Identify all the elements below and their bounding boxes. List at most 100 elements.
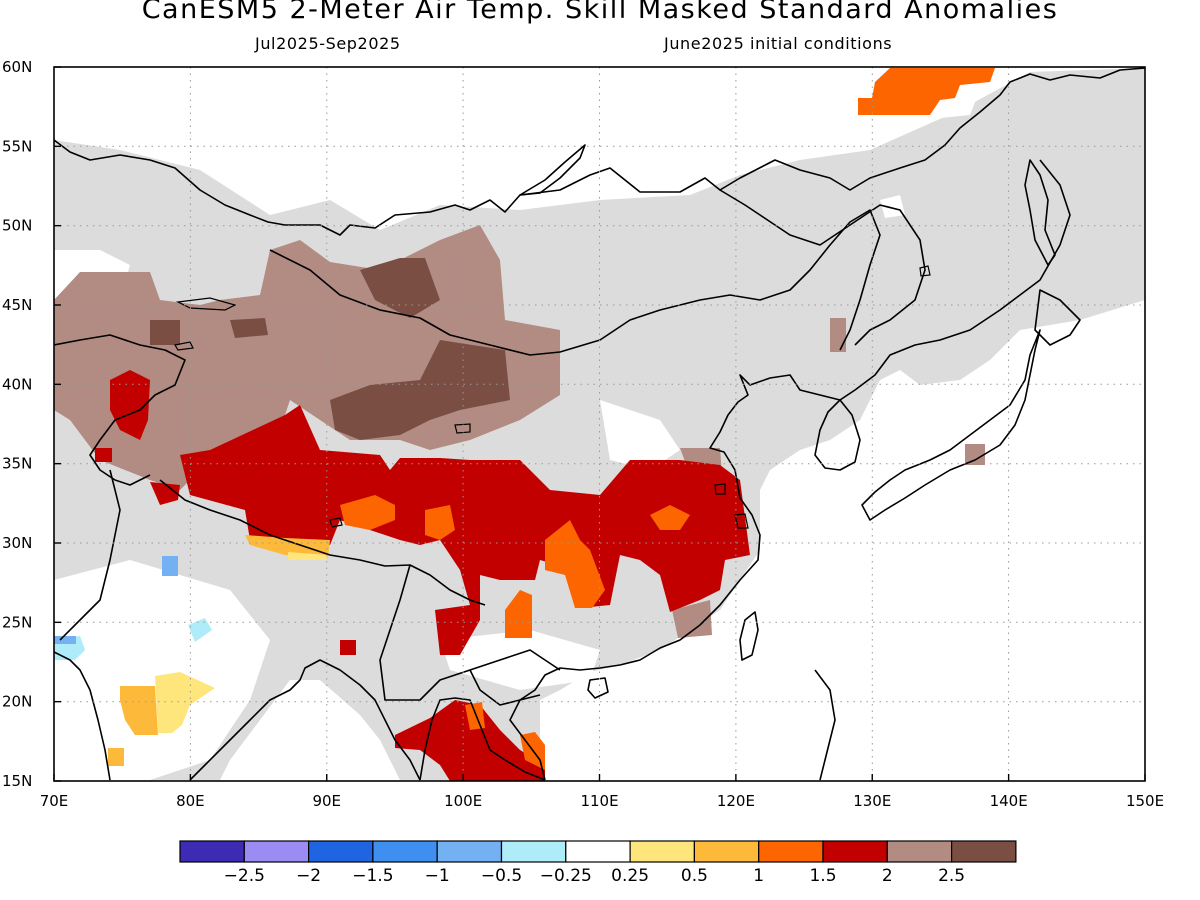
anomaly-0.5-to-1	[245, 535, 330, 558]
lon-tick-label: 80E	[176, 792, 205, 810]
anomaly-minus-0.5-to-minus-0.25	[188, 618, 212, 642]
lat-tick-label: 25N	[2, 613, 32, 631]
border-himalaya	[159, 479, 486, 606]
anomaly-1.5-to-2	[180, 405, 750, 655]
coastline-sakhalin	[1024, 159, 1056, 266]
colorbar-swatch	[436, 840, 503, 863]
colorbar-swatch	[565, 840, 631, 863]
anomaly-above-2.5	[150, 320, 180, 345]
coastline-hokkaido	[1034, 289, 1081, 346]
colorbar-label: −0.25	[540, 866, 592, 886]
anomaly-0.25-to-0.5	[155, 672, 215, 733]
coastline-indochina	[419, 697, 546, 781]
anomaly-0.25-to-0.5	[288, 552, 328, 560]
colorbar-swatch	[372, 840, 438, 863]
colorbar-swatch	[693, 840, 760, 863]
anomaly-2-to-2.5	[672, 600, 712, 638]
anomaly-1-to-1.5	[425, 505, 455, 540]
anomaly-above-2.5	[230, 318, 268, 338]
map-title: CanESM5 2-Meter Air Temp. Skill Masked S…	[141, 0, 1059, 25]
colorbar: −2.5 −2 −1.5 −1 −0.5 −0.25 0.25 0.5 1 1.5 2 2.5	[179, 840, 1017, 886]
colorbar-swatch	[758, 840, 824, 863]
colorbar-swatch	[500, 840, 567, 863]
anomaly-1.5-to-2	[340, 640, 356, 655]
colorbar-label: −0.5	[481, 866, 522, 886]
masked-land-region	[54, 68, 1145, 780]
colorbar-label: −1.5	[352, 866, 393, 886]
anomaly-above-2.5	[330, 340, 510, 440]
border-central-asia	[54, 334, 186, 486]
initial-conditions: June2025 initial conditions	[664, 34, 893, 53]
anomaly-1-to-1.5	[505, 590, 532, 638]
lake-taihu	[714, 483, 726, 495]
lat-tick-label: 40N	[2, 375, 32, 393]
near-normal-patch	[54, 560, 270, 780]
coastline-korea	[814, 399, 861, 471]
anomaly-1-to-1.5	[545, 520, 605, 608]
anomaly-1-to-1.5	[858, 68, 995, 115]
colorbar-swatch	[243, 840, 310, 863]
anomaly-0.5-to-1	[120, 686, 158, 735]
anomaly-1.5-to-2	[110, 370, 150, 440]
lon-tick-label: 150E	[1126, 792, 1164, 810]
lat-tick-label: 35N	[2, 455, 32, 473]
anomaly-above-2.5	[360, 258, 440, 318]
colorbar-label: 1	[753, 866, 764, 886]
coastline-india-west	[54, 651, 111, 781]
coastline-hainan	[587, 677, 609, 699]
anomaly-1-to-1.5	[340, 495, 395, 530]
lat-tick-label: 55N	[2, 137, 32, 155]
border-southeast-asia	[379, 564, 561, 701]
colorbar-label: 2	[882, 866, 893, 886]
lon-tick-label: 100E	[444, 792, 482, 810]
lake-issyk-kul	[174, 341, 194, 351]
lat-tick-label: 50N	[2, 217, 32, 235]
lake-siling	[329, 517, 343, 528]
border-china-russia	[719, 189, 926, 346]
lakes	[174, 265, 931, 529]
lat-tick-label: 60N	[2, 58, 32, 76]
anomaly-2-to-2.5	[830, 318, 846, 352]
colorbar-label: 0.25	[611, 866, 649, 886]
lon-tick-label: 90E	[312, 792, 341, 810]
colorbar-swatch	[308, 840, 374, 863]
colorbar-swatch	[950, 840, 1017, 863]
coastline-east-china	[509, 159, 1071, 781]
lon-tick-label: 70E	[40, 792, 69, 810]
anomaly-1-to-1.5	[650, 505, 690, 530]
lake-poyang	[734, 513, 749, 529]
colorbar-label: 0.5	[681, 866, 708, 886]
lat-tick-label: 45N	[2, 296, 32, 314]
lat-tick-label: 20N	[2, 693, 32, 711]
lon-tick-label: 110E	[580, 792, 618, 810]
lake-balkhash	[175, 297, 237, 311]
lon-tick-label: 130E	[853, 792, 891, 810]
coastline-philippines	[814, 669, 836, 781]
colorbar-label: −2.5	[224, 866, 265, 886]
forecast-period: Jul2025-Sep2025	[255, 34, 401, 53]
colorbar-label: −2	[296, 866, 321, 886]
anomaly-1.5-to-2	[95, 448, 112, 462]
latitude-axis: 15N 20N 25N 30N 35N 40N 45N 50N 55N 60N	[2, 58, 61, 790]
colorbar-label: 1.5	[809, 866, 836, 886]
anomaly-minus-1-to-minus-0.5	[54, 636, 76, 644]
lon-tick-label: 120E	[717, 792, 755, 810]
colorbar-label: −1	[425, 866, 450, 886]
lat-tick-label: 15N	[2, 772, 32, 790]
colorbar-swatch	[822, 840, 888, 863]
border-india-pakistan	[59, 469, 121, 641]
colorbar-swatch	[629, 840, 695, 863]
near-normal-patch	[600, 400, 680, 470]
anomaly-0.5-to-1	[108, 748, 124, 766]
coastline-taiwan	[739, 611, 759, 661]
longitude-axis: 70E 80E 90E 100E 110E 120E 130E 140E 150E	[40, 774, 1164, 810]
coastline-bay-of-bengal	[189, 659, 421, 781]
colorbar-swatch	[179, 840, 245, 863]
border-myanmar-laos	[469, 669, 541, 706]
colorbar-swatch	[886, 840, 953, 863]
lat-tick-label: 30N	[2, 534, 32, 552]
near-normal-patch	[880, 195, 905, 218]
lon-tick-label: 140E	[990, 792, 1028, 810]
lake-khanka	[919, 265, 931, 277]
